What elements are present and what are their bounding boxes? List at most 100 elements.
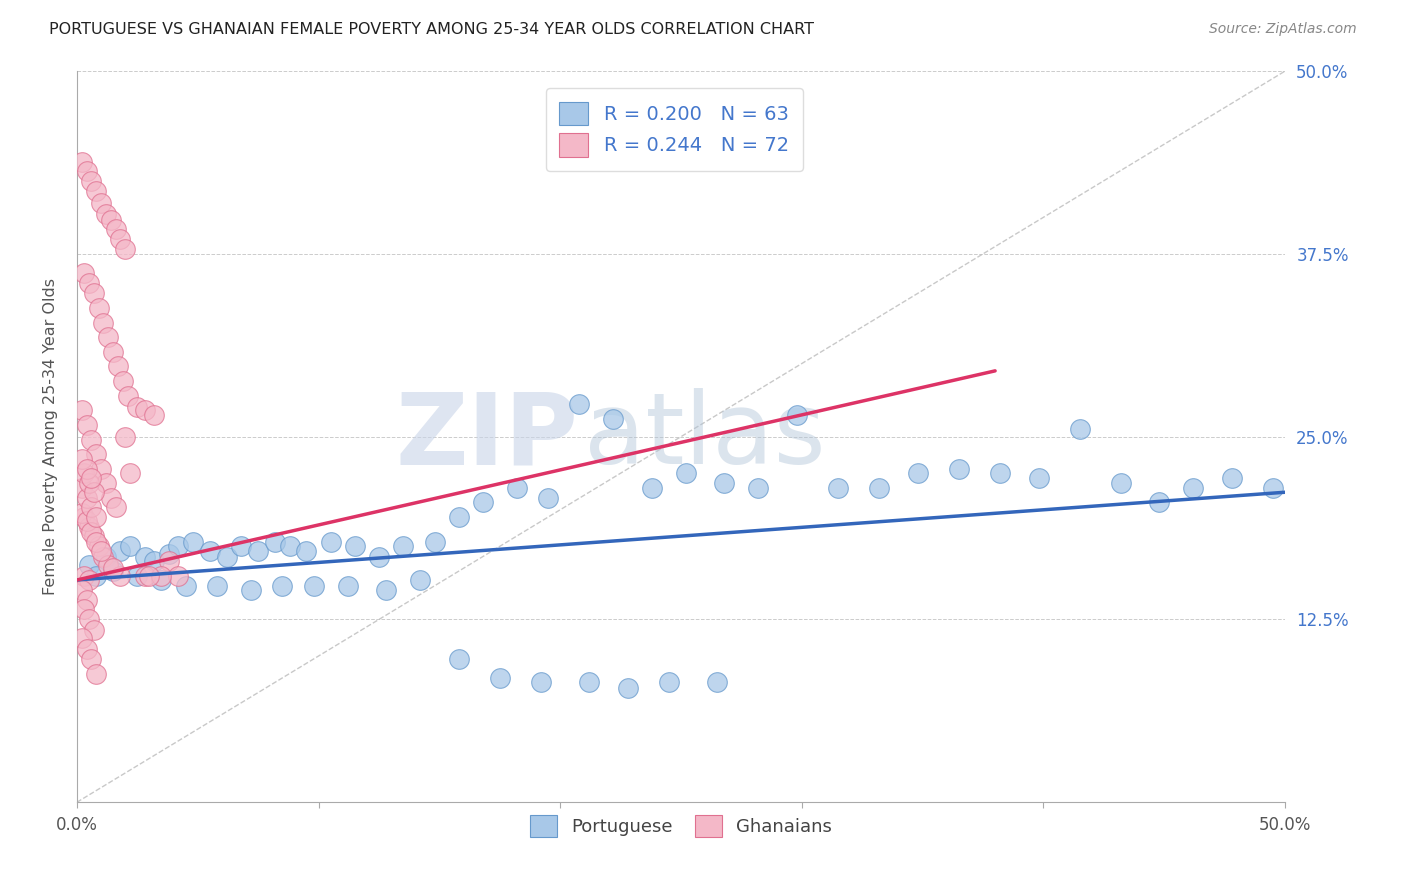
Point <box>239 583 262 598</box>
Point <box>150 573 173 587</box>
Point <box>77 276 100 290</box>
Point <box>73 510 96 524</box>
Point <box>76 491 98 505</box>
Text: Source: ZipAtlas.com: Source: ZipAtlas.com <box>1209 22 1357 37</box>
Point <box>87 301 110 315</box>
Point <box>90 195 112 210</box>
Point <box>488 671 510 685</box>
Point <box>80 470 103 484</box>
Point <box>76 593 98 607</box>
Point <box>76 515 98 529</box>
Point <box>84 568 107 582</box>
Point <box>134 549 156 564</box>
Point <box>97 330 120 344</box>
Point <box>247 543 270 558</box>
Point <box>205 579 228 593</box>
Text: atlas: atlas <box>585 388 825 485</box>
Point <box>77 612 100 626</box>
Point <box>617 681 640 696</box>
Point <box>90 462 112 476</box>
Point <box>375 583 398 598</box>
Point <box>134 568 156 582</box>
Point <box>70 506 93 520</box>
Point <box>658 675 681 690</box>
Point <box>83 485 105 500</box>
Point <box>264 535 287 549</box>
Point <box>530 675 553 690</box>
Point <box>76 163 98 178</box>
Point <box>319 535 342 549</box>
Point <box>143 554 166 568</box>
Text: ZIP: ZIP <box>395 388 578 485</box>
Text: PORTUGUESE VS GHANAIAN FEMALE POVERTY AMONG 25-34 YEAR OLDS CORRELATION CHART: PORTUGUESE VS GHANAIAN FEMALE POVERTY AM… <box>49 22 814 37</box>
Point <box>110 543 132 558</box>
Point <box>80 433 103 447</box>
Point <box>111 374 134 388</box>
Point <box>101 564 124 578</box>
Point <box>271 579 294 593</box>
Point <box>198 543 221 558</box>
Point <box>76 641 98 656</box>
Point <box>70 451 93 466</box>
Point <box>118 539 141 553</box>
Point <box>84 510 107 524</box>
Point <box>138 568 160 582</box>
Point <box>157 547 180 561</box>
Point <box>167 568 190 582</box>
Point <box>471 495 494 509</box>
Point <box>84 184 107 198</box>
Point <box>343 539 366 553</box>
Point <box>97 558 120 573</box>
Point <box>181 535 204 549</box>
Point <box>278 539 301 553</box>
Point <box>134 403 156 417</box>
Point <box>602 412 624 426</box>
Point <box>1261 481 1284 495</box>
Point <box>114 243 136 257</box>
Point <box>1069 422 1091 436</box>
Point <box>70 403 93 417</box>
Point <box>84 447 107 461</box>
Point <box>368 549 391 564</box>
Point <box>110 568 132 582</box>
Point <box>167 539 190 553</box>
Point <box>110 232 132 246</box>
Point <box>127 401 149 415</box>
Point <box>988 467 1011 481</box>
Point <box>84 535 107 549</box>
Point <box>77 520 100 534</box>
Point <box>94 476 117 491</box>
Point <box>568 397 591 411</box>
Point <box>447 652 470 666</box>
Point <box>409 573 432 587</box>
Point <box>150 568 173 582</box>
Point <box>93 316 115 330</box>
Point <box>83 286 105 301</box>
Point <box>94 207 117 221</box>
Point <box>118 467 141 481</box>
Point <box>143 408 166 422</box>
Point <box>1220 470 1243 484</box>
Point <box>447 510 470 524</box>
Point <box>423 535 446 549</box>
Point <box>1149 495 1171 509</box>
Point <box>77 558 100 573</box>
Point <box>868 481 890 495</box>
Point <box>77 573 100 587</box>
Point <box>84 666 107 681</box>
Point <box>948 462 970 476</box>
Point <box>747 481 769 495</box>
Point <box>83 529 105 543</box>
Point <box>77 476 100 491</box>
Point <box>157 554 180 568</box>
Point <box>786 408 808 422</box>
Y-axis label: Female Poverty Among 25-34 Year Olds: Female Poverty Among 25-34 Year Olds <box>44 278 58 595</box>
Legend: Portuguese, Ghanaians: Portuguese, Ghanaians <box>523 808 839 845</box>
Point <box>73 266 96 280</box>
Point <box>80 524 103 539</box>
Point <box>392 539 415 553</box>
Point <box>87 539 110 553</box>
Point <box>94 549 117 564</box>
Point <box>104 500 127 514</box>
Point <box>70 583 93 598</box>
